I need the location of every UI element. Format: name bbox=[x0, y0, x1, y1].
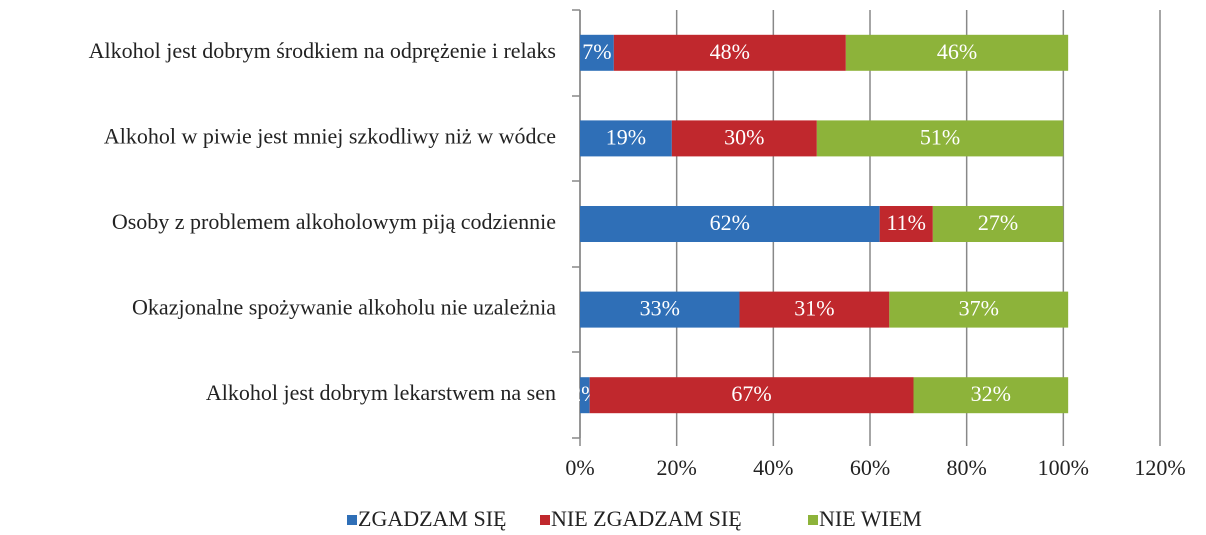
bar-segment bbox=[580, 120, 672, 157]
value-label: 37% bbox=[959, 296, 999, 321]
x-tick-label: 100% bbox=[1038, 455, 1089, 480]
bar-segment bbox=[845, 34, 1069, 71]
value-label: 31% bbox=[794, 296, 834, 321]
category-label: Alkohol w piwie jest mniej szkodliwy niż… bbox=[104, 123, 556, 148]
category-label: Alkohol jest dobrym lekarstwem na sen bbox=[206, 380, 556, 405]
category-ticks bbox=[572, 9, 580, 439]
value-label: 7% bbox=[582, 39, 611, 64]
value-label: 67% bbox=[731, 381, 771, 406]
x-tick-label: 0% bbox=[565, 455, 594, 480]
x-tick-label: 40% bbox=[753, 455, 793, 480]
bar-segment bbox=[613, 34, 846, 71]
bar-segment bbox=[879, 206, 933, 242]
bar-segment bbox=[932, 206, 1064, 242]
legend-swatch bbox=[540, 515, 550, 525]
value-label: 30% bbox=[724, 124, 764, 149]
value-label: 11% bbox=[886, 210, 926, 235]
value-label: 48% bbox=[710, 39, 750, 64]
bar-segment bbox=[739, 291, 890, 328]
bar-segment bbox=[580, 34, 614, 71]
value-label: 62% bbox=[710, 210, 750, 235]
category-label: Osoby z problemem alkoholowym piją codzi… bbox=[112, 209, 556, 234]
x-tick-label: 120% bbox=[1134, 455, 1185, 480]
value-label: 32% bbox=[971, 381, 1011, 406]
bar-segment bbox=[889, 291, 1069, 328]
legend-label: NIE WIEM bbox=[819, 506, 922, 531]
bar-segment bbox=[913, 377, 1069, 414]
x-tick-label: 60% bbox=[850, 455, 890, 480]
bar-segment bbox=[580, 377, 590, 414]
bar-segment bbox=[580, 291, 740, 328]
bar-segment bbox=[671, 120, 817, 157]
legend-label: ZGADZAM SIĘ bbox=[358, 506, 507, 531]
value-label: 19% bbox=[606, 124, 646, 149]
x-tick-label: 20% bbox=[657, 455, 697, 480]
value-label: 51% bbox=[920, 124, 960, 149]
bar-segment bbox=[589, 377, 914, 414]
legend-label: NIE ZGADZAM SIĘ bbox=[551, 506, 742, 531]
legend-swatch bbox=[808, 515, 818, 525]
category-label: Okazjonalne spożywanie alkoholu nie uzal… bbox=[132, 295, 556, 320]
value-label: 46% bbox=[937, 39, 977, 64]
bar-segment bbox=[580, 206, 880, 242]
bar-segment bbox=[816, 120, 1064, 157]
value-label: 33% bbox=[640, 296, 680, 321]
x-tick-label: 80% bbox=[947, 455, 987, 480]
legend-swatch bbox=[347, 515, 357, 525]
category-label: Alkohol jest dobrym środkiem na odprężen… bbox=[89, 38, 556, 63]
value-label: 27% bbox=[978, 210, 1018, 235]
